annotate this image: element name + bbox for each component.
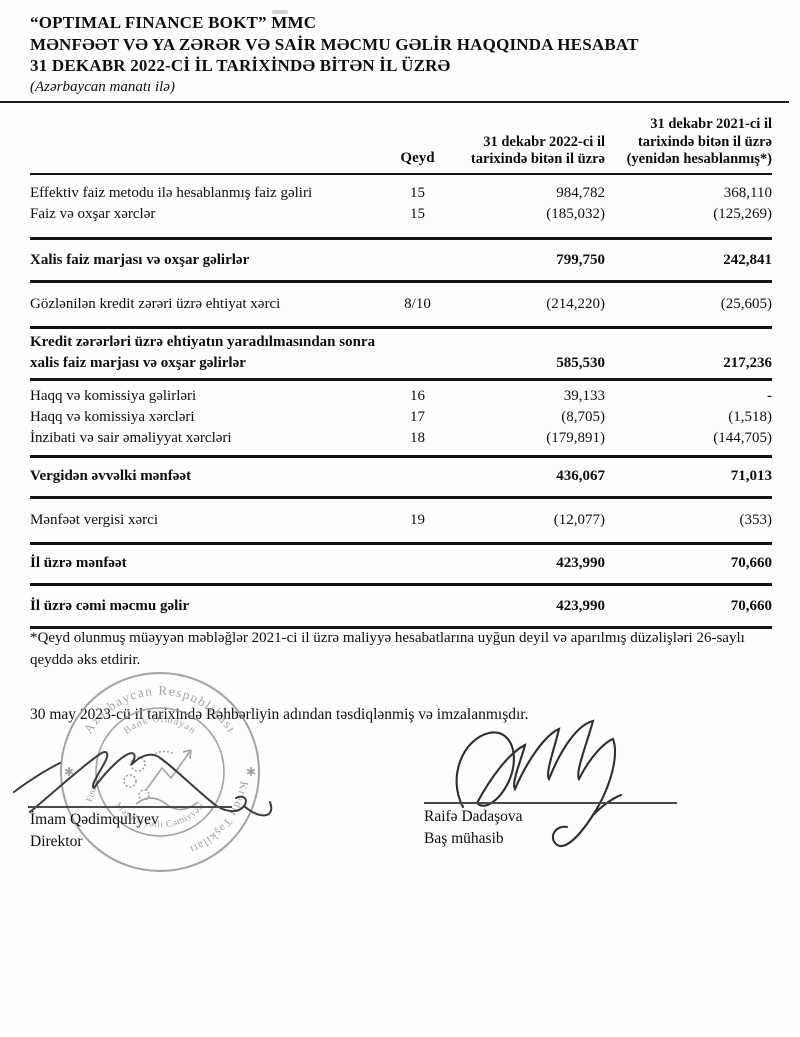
signatory-title-right: Baş mühasib	[424, 830, 504, 847]
table-row: Xalis faiz marjası və oxşar gəlirlər 799…	[30, 251, 772, 268]
table-group-subtotal: İl üzrə mənfəət 423,990 70,660	[30, 545, 772, 586]
signatory-title-left: Direktor	[30, 833, 83, 850]
stamp-emblem	[123, 749, 199, 811]
stamp-inner-ring	[95, 707, 225, 837]
table-header-row: Qeyd 31 dekabr 2022-ci il tarixində bitə…	[30, 110, 772, 175]
approval-statement: 30 may 2023-cü il tarixində Rəhbərliyin …	[30, 706, 529, 723]
stamp-star-right: ✱	[246, 765, 256, 779]
statement-period: 31 DEKABR 2022-Cİ İL TARİXİNDƏ BİTƏN İL …	[30, 56, 451, 75]
signatory-name-left: İmam Qədimquliyev	[30, 811, 159, 828]
table-row: Vergidən əvvəlki mənfəət 436,067 71,013	[30, 467, 772, 484]
table-row: Mənfəət vergisi xərci 19 (12,077) (353)	[30, 511, 772, 528]
column-header-2022: 31 dekabr 2022-ci il tarixində bitən il …	[470, 133, 605, 168]
signature-line-left	[28, 806, 232, 808]
signature-line-right	[424, 802, 677, 804]
stamp-outer-ring	[60, 672, 260, 872]
table-row: Gözlənilən kredit zərəri üzrə ehtiyat xə…	[30, 295, 772, 312]
table-group-subtotal: Kredit zərərləri üzrə ehtiyatın yaradılm…	[30, 329, 772, 381]
table-group: Mənfəət vergisi xərci 19 (12,077) (353)	[30, 499, 772, 545]
currency-note: (Azərbaycan manatı ilə)	[30, 78, 175, 95]
table-row: Effektiv faiz metodu ilə hesablanmış fai…	[30, 184, 772, 201]
signatory-name-right: Raifə Dadaşova	[424, 808, 523, 825]
table-row: Haqq və komissiya gəlirləri 16 39,133 -	[30, 387, 772, 404]
table-row: Haqq və komissiya xərcləri 17 (8,705) (1…	[30, 408, 772, 425]
signature-left	[13, 751, 273, 817]
table-row: İl üzrə cəmi məcmu gəlir 423,990 70,660	[30, 597, 772, 614]
table-group-subtotal: Vergidən əvvəlki mənfəət 436,067 71,013	[30, 458, 772, 499]
table-group: Effektiv faiz metodu ilə hesablanmış fai…	[30, 175, 772, 240]
table-group-subtotal: Xalis faiz marjası və oxşar gəlirlər 799…	[30, 240, 772, 283]
document-header: “OPTIMAL FINANCE BOKT” MMC MƏNFƏƏT VƏ YA…	[30, 12, 770, 97]
company-name: “OPTIMAL FINANCE BOKT” MMC	[30, 13, 317, 32]
stamp-star-left: ✱	[64, 765, 74, 779]
table-group: Gözlənilən kredit zərəri üzrə ehtiyat xə…	[30, 283, 772, 329]
column-header-note: Qeyd	[400, 149, 435, 166]
statement-title: MƏNFƏƏT VƏ YA ZƏRƏR VƏ SAİR MƏCMU GƏLİR …	[30, 34, 639, 54]
footnote: *Qeyd olunmuş müəyyən məbləğlər 2021-ci …	[30, 630, 745, 668]
income-statement-table: Qeyd 31 dekabr 2022-ci il tarixində bitə…	[30, 110, 772, 629]
table-group-subtotal: İl üzrə cəmi məcmu gəlir 423,990 70,660	[30, 586, 772, 629]
table-group: Haqq və komissiya gəlirləri 16 39,133 - …	[30, 381, 772, 458]
scan-artifact	[272, 10, 288, 14]
table-row: İnzibati və sair əməliyyat xərcləri 18 (…	[30, 429, 772, 446]
table-row: İl üzrə mənfəət 423,990 70,660	[30, 554, 772, 571]
column-header-2021: 31 dekabr 2021-ci il tarixində bitən il …	[626, 116, 772, 167]
table-row: Kredit zərərləri üzrə ehtiyatın yaradılm…	[30, 333, 772, 371]
header-divider	[0, 101, 789, 103]
company-stamp: Azərbaycan Respublikası Kredit Təşkilatı…	[60, 672, 260, 872]
table-row: Faiz və oxşar xərclər 15 (185,032) (125,…	[30, 205, 772, 222]
